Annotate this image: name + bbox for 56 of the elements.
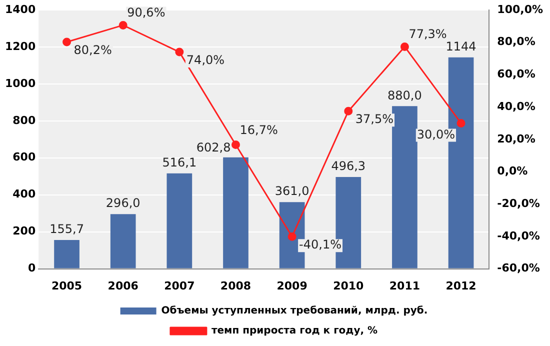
y2-tick-label: 0,0% bbox=[497, 164, 528, 178]
point bbox=[344, 106, 353, 116]
point bbox=[118, 20, 128, 30]
point bbox=[175, 48, 184, 56]
data-label: 880,0 bbox=[388, 88, 422, 102]
x-tick-label: 2007 bbox=[164, 279, 195, 292]
y2-tick-label: 100,0% bbox=[497, 2, 544, 16]
point bbox=[231, 140, 240, 149]
y2-tick-label: -40,0% bbox=[497, 229, 540, 242]
legend-label: Объемы уступленных требований, млрд. руб. bbox=[161, 306, 428, 317]
bar bbox=[166, 173, 192, 268]
y2-tick-label: 80,0% bbox=[497, 35, 536, 48]
y-tick-label: 400 bbox=[12, 188, 36, 201]
bar bbox=[54, 240, 80, 268]
bar bbox=[223, 157, 248, 268]
data-label: 30,0% bbox=[416, 127, 456, 142]
x-tick-label: 2009 bbox=[276, 279, 308, 292]
y-tick-label: 1000 bbox=[4, 76, 36, 90]
data-label: 155,7 bbox=[50, 222, 84, 236]
y2-tick-label: -20,0% bbox=[497, 196, 540, 210]
data-label: 80,2% bbox=[74, 43, 112, 58]
data-label: 361,0 bbox=[274, 184, 310, 198]
legend-label: темп прироста год к году, % bbox=[211, 326, 378, 337]
x-tick-label: 2011 bbox=[389, 279, 420, 292]
point bbox=[62, 38, 72, 46]
y-tick-label: 200 bbox=[12, 224, 36, 238]
data-label: 516,1 bbox=[162, 156, 197, 170]
y2-tick-label: 60,0% bbox=[497, 68, 536, 81]
point bbox=[288, 232, 296, 241]
x-tick-label: 2012 bbox=[446, 279, 476, 292]
data-label: 74,0% bbox=[186, 53, 225, 68]
data-label: 90,6% bbox=[127, 5, 166, 20]
y-tick-label: 800 bbox=[12, 114, 36, 127]
point bbox=[400, 42, 409, 51]
y-tick-label: 1200 bbox=[4, 40, 36, 53]
y-tick-label: 1400 bbox=[4, 2, 36, 16]
data-label: 77,3% bbox=[408, 26, 447, 41]
data-label: 496,3 bbox=[331, 159, 366, 174]
y2-tick-label: 40,0% bbox=[497, 100, 536, 113]
data-label: 602,8 bbox=[196, 140, 231, 154]
data-label: 296,0 bbox=[106, 196, 140, 210]
x-tick-label: 2006 bbox=[108, 279, 139, 292]
bar bbox=[110, 214, 136, 268]
bar bbox=[392, 106, 418, 268]
data-label: 16,7% bbox=[240, 122, 278, 137]
y2-tick-label: 20,0% bbox=[497, 132, 536, 146]
x-tick-label: 2008 bbox=[220, 279, 252, 292]
data-label: 1144 bbox=[446, 39, 476, 54]
point bbox=[456, 118, 466, 128]
data-label: -40,1% bbox=[299, 238, 342, 252]
x-tick-label: 2010 bbox=[333, 279, 364, 292]
x-tick-label: 2005 bbox=[51, 279, 82, 292]
y-tick-label: 600 bbox=[12, 150, 36, 164]
y-tick-label: 0 bbox=[28, 262, 36, 275]
y2-tick-label: -60,0% bbox=[497, 262, 540, 275]
data-label: 37,5% bbox=[355, 112, 394, 126]
